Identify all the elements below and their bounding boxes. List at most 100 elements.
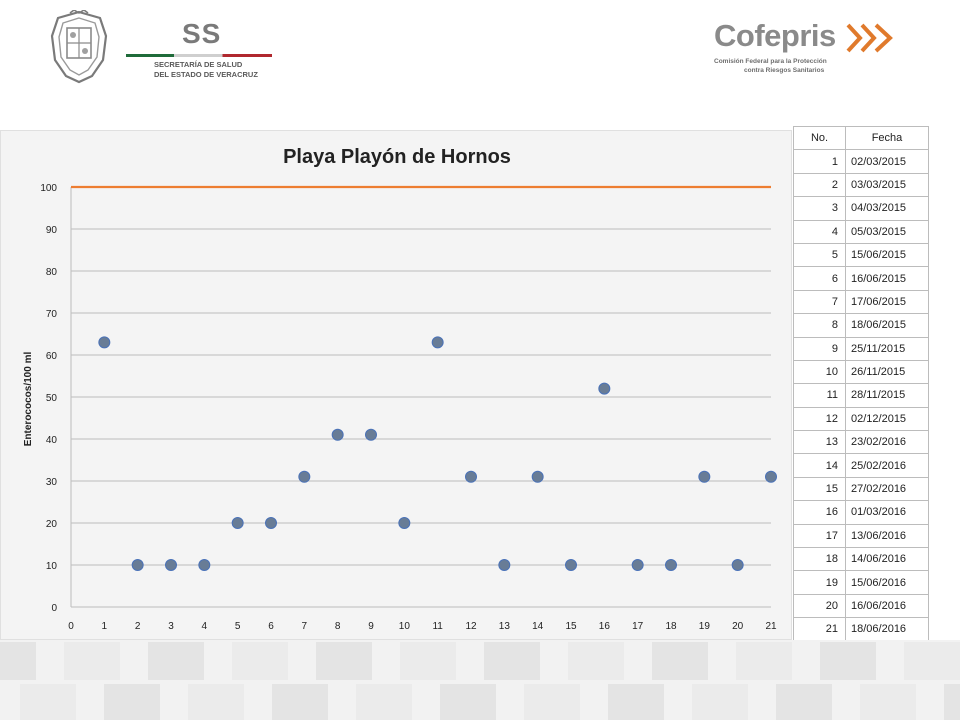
- footer-tile: [316, 642, 372, 680]
- table-row: 12 02/12/2015: [793, 406, 929, 432]
- cell-fecha: 13/06/2016: [845, 523, 929, 549]
- table-row: 14 25/02/2016: [793, 453, 929, 478]
- tricolor-stripe: [126, 54, 272, 57]
- data-points: [98, 336, 777, 571]
- cofepris-tagline-2: contra Riesgos Sanitarios: [744, 67, 825, 74]
- table-header-row: No. Fecha: [793, 125, 929, 151]
- footer-tile: [0, 642, 36, 680]
- x-tick-label: 14: [532, 621, 544, 632]
- x-tick-label: 7: [302, 621, 308, 632]
- x-tick-label: 8: [335, 621, 341, 632]
- cell-fecha: 16/06/2016: [845, 593, 929, 619]
- scatter-chart: Playa Playón de Hornos 01020304050607080…: [23, 146, 777, 632]
- table-row: 13 23/02/2016: [793, 430, 929, 455]
- cell-no: 17: [793, 523, 846, 549]
- y-tick-label: 80: [46, 267, 58, 278]
- cell-fecha: 27/02/2016: [845, 476, 929, 502]
- cell-no: 1: [793, 149, 846, 174]
- cell-no: 6: [793, 266, 846, 291]
- x-tick-label: 21: [765, 621, 777, 632]
- veracruz-seal-logo: [50, 10, 108, 84]
- data-point: [498, 559, 511, 571]
- ss-logo-letters: SS: [182, 18, 222, 49]
- column-header-fecha: Fecha: [845, 125, 929, 151]
- cell-fecha: 05/03/2015: [845, 219, 929, 244]
- data-point: [665, 559, 677, 571]
- footer-tile: [524, 684, 580, 720]
- y-tick-label: 70: [46, 309, 58, 320]
- cell-fecha: 16/06/2015: [845, 266, 929, 291]
- footer-tile: [440, 684, 496, 720]
- footer-tile: [652, 642, 708, 680]
- x-tick-label: 5: [235, 621, 241, 632]
- cell-fecha: 02/12/2015: [845, 406, 929, 432]
- footer-tile: [188, 684, 244, 720]
- y-tick-label: 50: [46, 393, 58, 404]
- y-tick-label: 40: [46, 435, 58, 446]
- x-tick-label: 0: [68, 621, 74, 632]
- data-point: [765, 470, 777, 483]
- chart-title: Playa Playón de Hornos: [283, 146, 511, 168]
- data-point: [531, 470, 544, 483]
- chevron-arrows-icon: [846, 23, 893, 53]
- cell-no: 5: [793, 242, 846, 268]
- y-tick-label: 30: [46, 477, 58, 488]
- cell-no: 4: [793, 219, 846, 244]
- ss-logo: SS SECRETARÍA DE SALUD DEL ESTADO DE VER…: [122, 14, 282, 86]
- data-point: [298, 470, 311, 483]
- footer-tile: [232, 642, 288, 680]
- data-point: [565, 559, 577, 571]
- table-row: 5 15/06/2015: [793, 242, 929, 268]
- data-point: [631, 559, 644, 571]
- cell-fecha: 25/02/2016: [845, 453, 929, 478]
- cell-no: 2: [793, 172, 846, 198]
- x-tick-label: 12: [465, 621, 477, 632]
- footer-tile: [272, 684, 328, 720]
- gridlines: [70, 186, 771, 608]
- data-point: [365, 428, 377, 441]
- footer-decoration: [0, 640, 960, 720]
- table-row: 20 16/06/2016: [793, 593, 929, 619]
- cell-no: 20: [793, 593, 846, 619]
- cell-fecha: 15/06/2016: [845, 570, 929, 595]
- footer-tile: [820, 642, 876, 680]
- footer-tile: [776, 684, 832, 720]
- table-row: 3 04/03/2015: [793, 196, 929, 221]
- x-tick-label: 16: [599, 621, 611, 632]
- x-tick-label: 18: [665, 621, 677, 632]
- footer-tile: [20, 684, 76, 720]
- chart-panel: Playa Playón de Hornos 0 10 20 30 40 50 60 70 80…: [0, 130, 792, 640]
- cell-no: 18: [793, 547, 846, 572]
- cofepris-wordmark: Cofepris: [714, 18, 836, 53]
- x-tick-label: 1: [102, 621, 108, 632]
- table-row: 16 01/03/2016: [793, 500, 929, 525]
- y-tick-label: 0: [51, 603, 57, 614]
- data-point: [165, 559, 177, 571]
- data-point: [198, 559, 211, 571]
- cell-no: 15: [793, 476, 846, 502]
- cell-no: 21: [793, 617, 846, 642]
- cell-no: 10: [793, 359, 846, 385]
- data-point: [265, 517, 277, 529]
- cell-fecha: 18/06/2015: [845, 313, 929, 338]
- footer-tile: [356, 684, 412, 720]
- cell-fecha: 18/06/2016: [845, 617, 929, 642]
- date-table: No. Fecha 1 02/03/2015 2 03/03/2015 3 04/03/2…: [793, 125, 929, 642]
- footer-tile: [484, 642, 540, 680]
- data-point: [231, 517, 244, 529]
- cell-fecha: 01/03/2016: [845, 500, 929, 525]
- header: SS SECRETARÍA DE SALUD DEL ESTADO DE VER…: [0, 0, 960, 100]
- x-tick-label: 2: [135, 621, 141, 632]
- x-tick-label: 10: [399, 621, 411, 632]
- column-header-no: No.: [793, 125, 846, 151]
- table-row: 8 18/06/2015: [793, 313, 929, 338]
- y-tick-label: 20: [46, 519, 58, 530]
- x-tick-label: 9: [368, 621, 374, 632]
- ss-logo-line2: DEL ESTADO DE VERACRUZ: [154, 70, 258, 79]
- table-row: 10 26/11/2015: [793, 359, 929, 385]
- footer-tile: [568, 642, 624, 680]
- cell-no: 19: [793, 570, 846, 595]
- cell-no: 7: [793, 289, 846, 315]
- x-tick-label: 19: [699, 621, 711, 632]
- cell-fecha: 14/06/2016: [845, 547, 929, 572]
